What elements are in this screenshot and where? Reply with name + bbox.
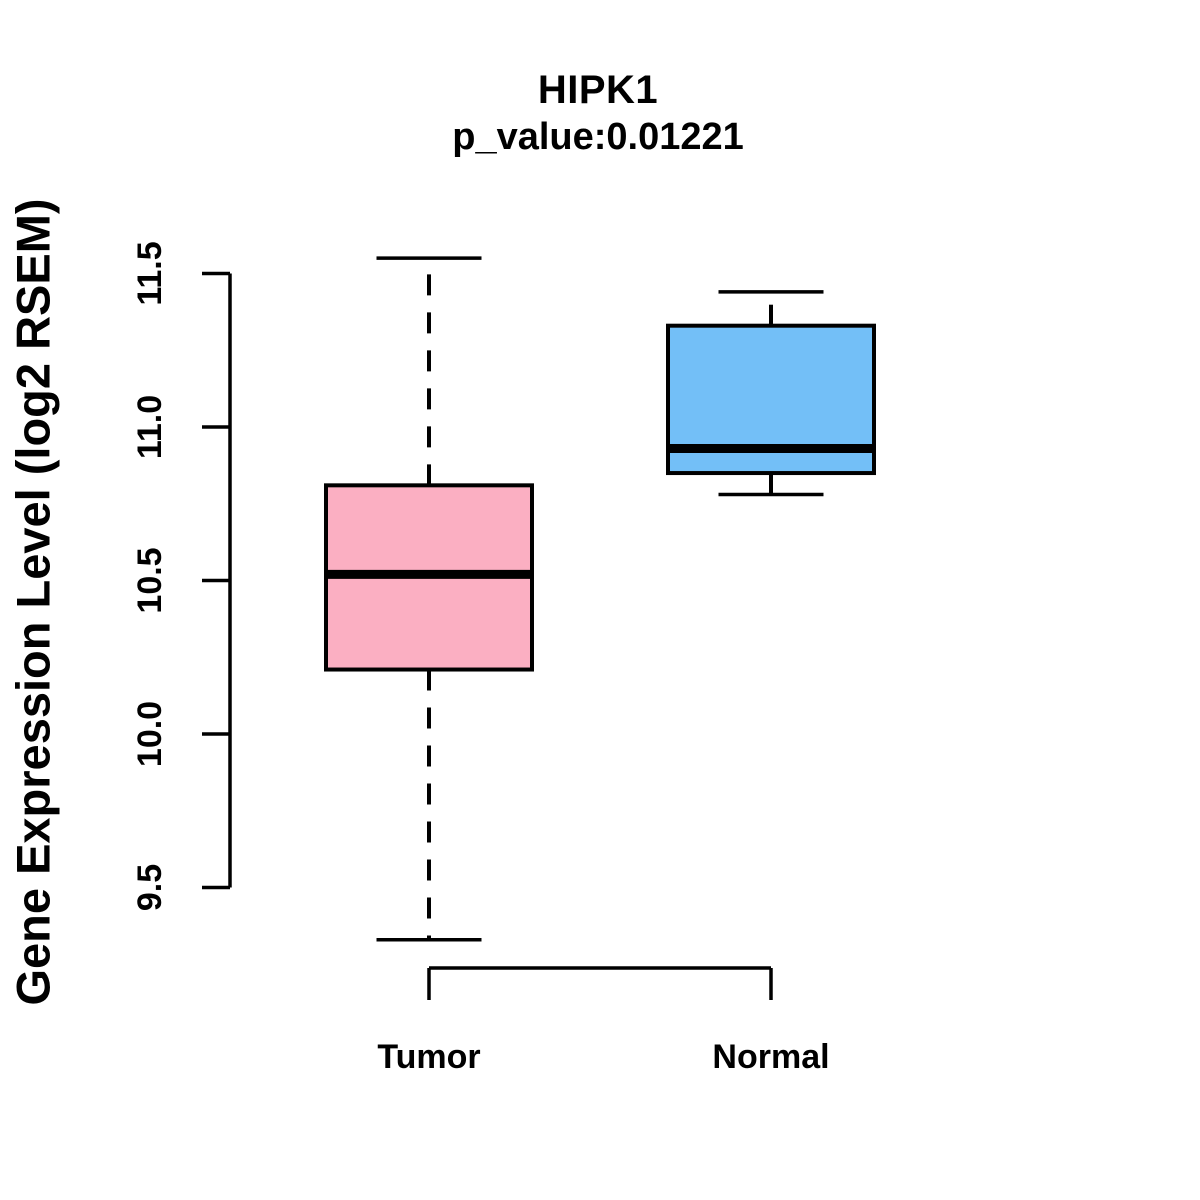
x-tick-label-tumor: Tumor — [377, 1038, 481, 1076]
y-tick-label: 10.5 — [131, 547, 169, 613]
x-tick-label-normal: Normal — [712, 1038, 830, 1076]
y-tick-label: 10.0 — [131, 701, 169, 767]
y-tick-label: 11.0 — [131, 395, 169, 459]
y-tick-label: 9.5 — [131, 864, 169, 911]
y-tick-label: 11.5 — [131, 241, 169, 305]
chart-subtitle: p_value:0.01221 — [452, 116, 744, 158]
chart-title: HIPK1 — [537, 68, 659, 112]
